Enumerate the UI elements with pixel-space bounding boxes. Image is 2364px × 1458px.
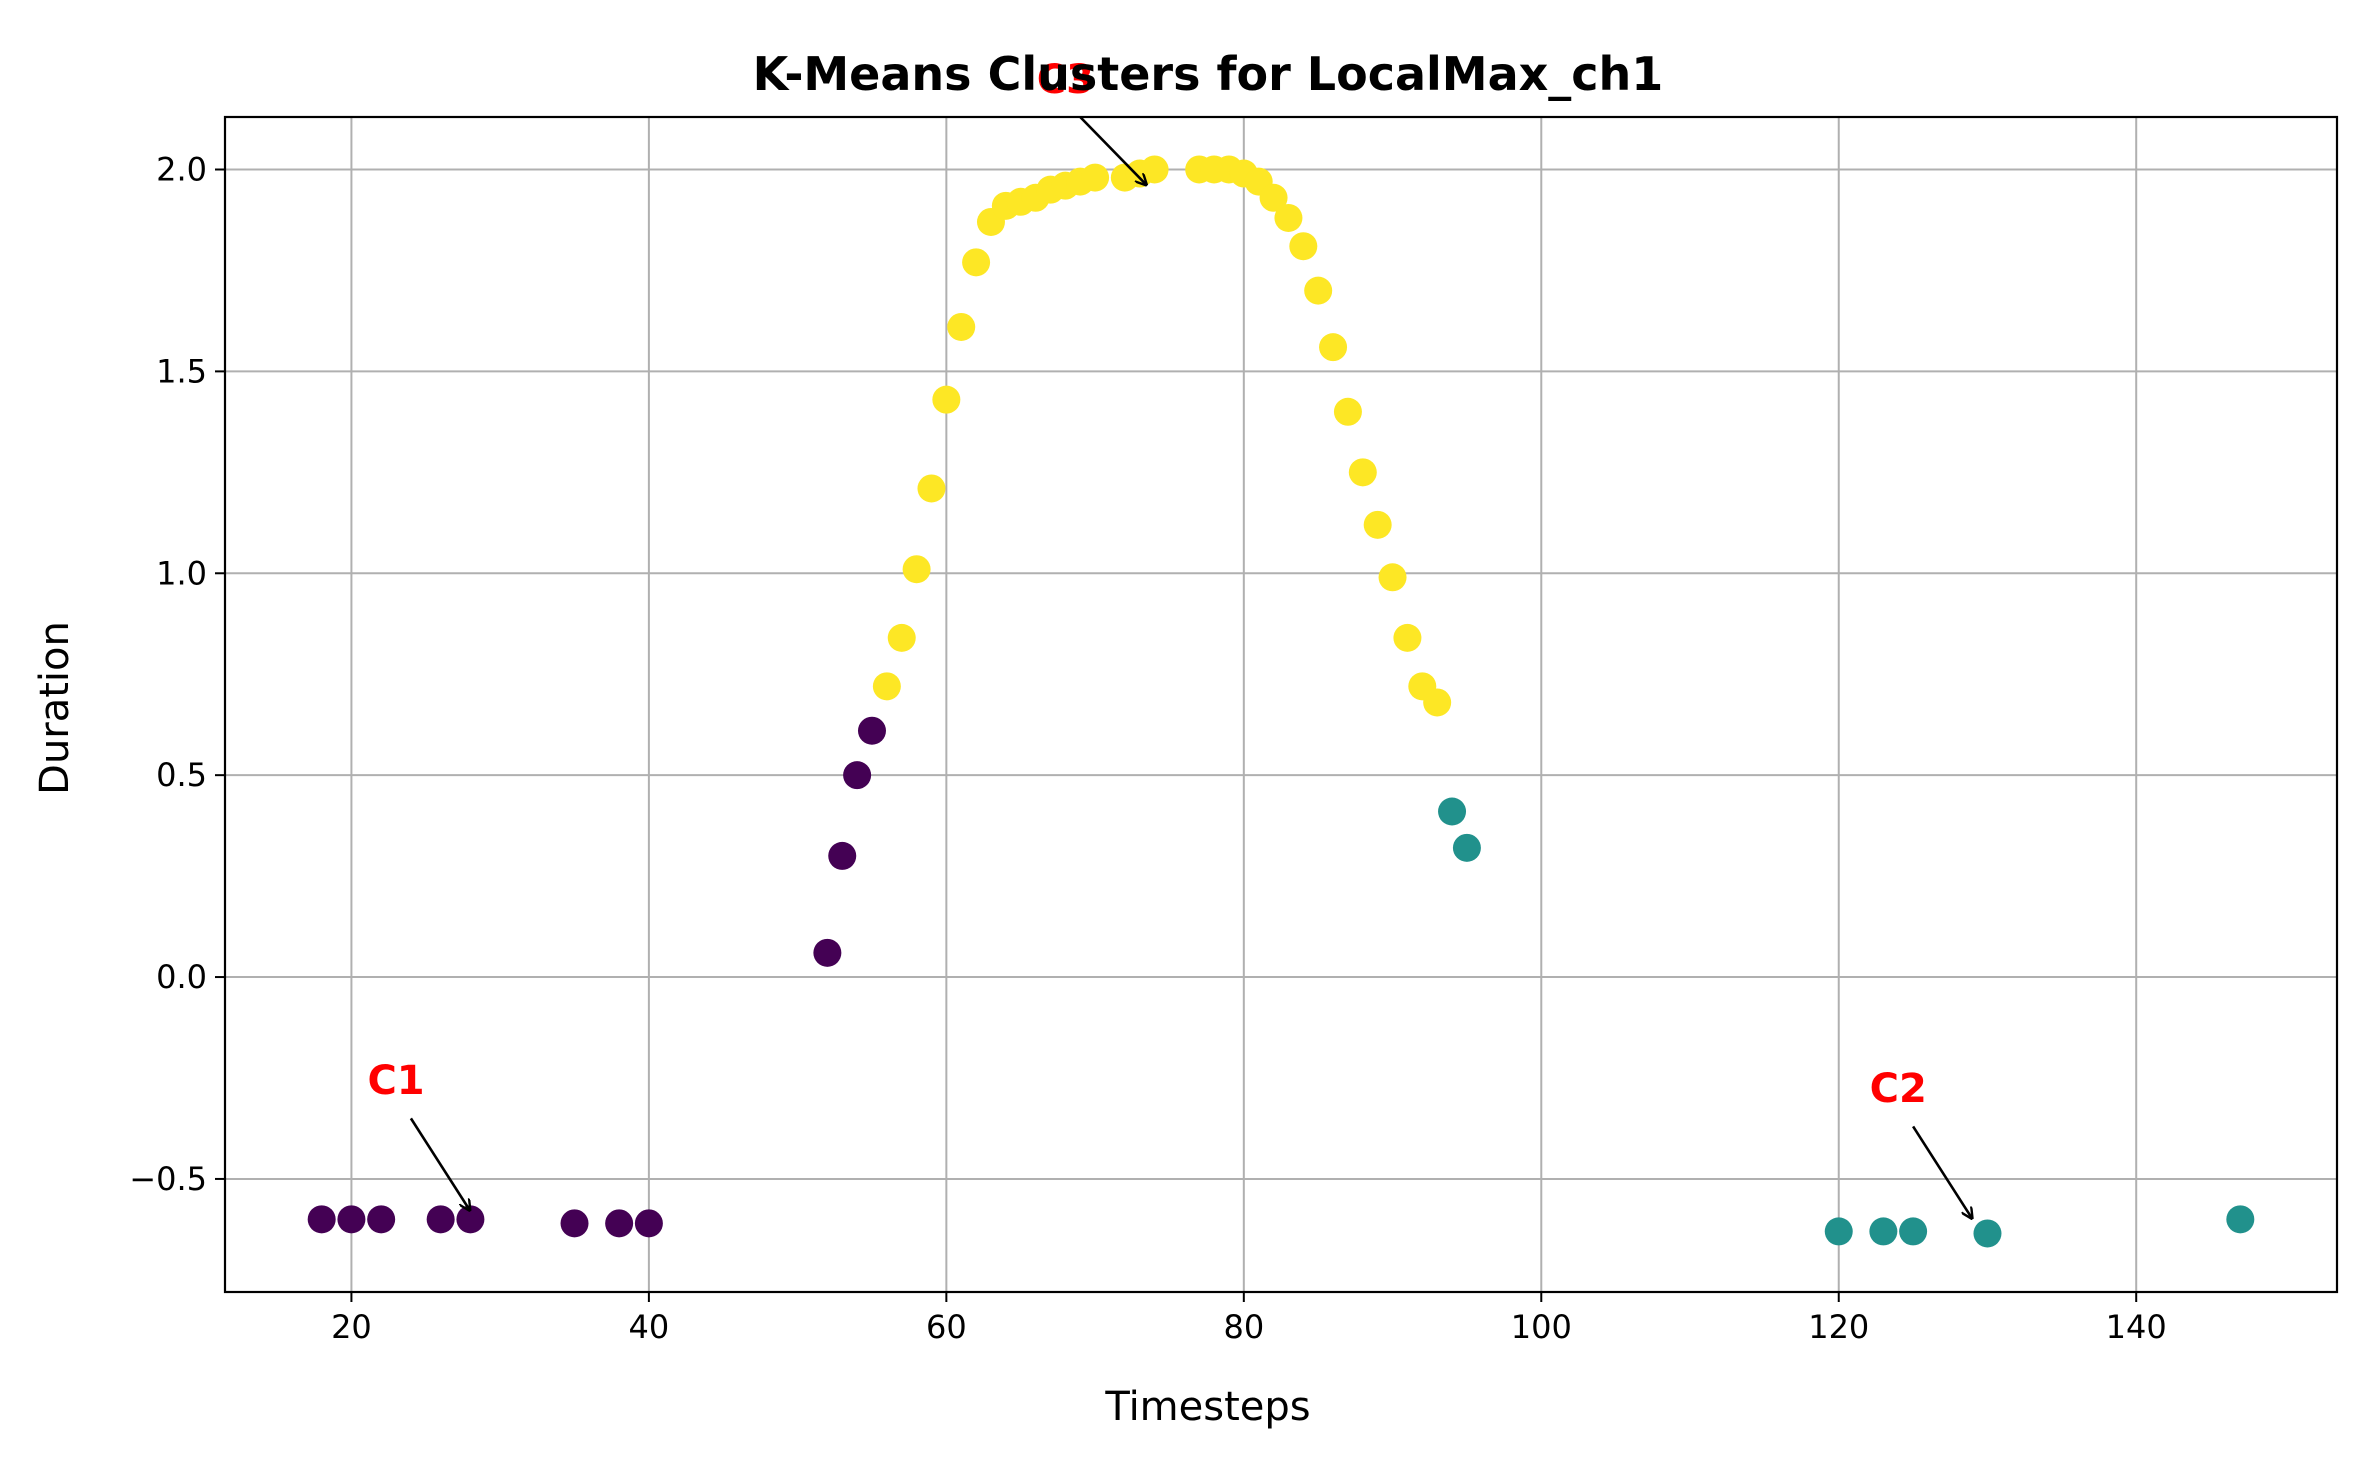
scatter-point-c2 [1869, 1217, 1898, 1246]
axis-ticks: 20 40 60 80 100 120 140 −0.5 0.0 0.5 1.0 1.5 2.0 [129, 150, 2166, 1346]
x-axis-label: Timesteps [1104, 1384, 1310, 1430]
annotation-label: C1 [367, 1058, 424, 1104]
scatter-point-c3 [1274, 203, 1303, 232]
scatter-point-c3 [917, 474, 946, 503]
scatter-point-c1 [307, 1205, 336, 1234]
scatter-point-c3 [962, 248, 991, 277]
scatter-point-c3 [887, 623, 916, 652]
scatter-point-c3 [1081, 163, 1110, 192]
scatter-point-c3 [1140, 155, 1169, 184]
y-tick-label: 1.5 [156, 352, 207, 390]
scatter-point-c3 [1319, 333, 1348, 362]
x-tick-label: 80 [1223, 1308, 1264, 1346]
scatter-point-c3 [1259, 183, 1288, 212]
y-tick-label: −0.5 [129, 1160, 207, 1198]
scatter-point-c3 [1423, 688, 1452, 717]
scatter-point-c1 [426, 1205, 455, 1234]
y-axis-label: Duration [32, 621, 78, 795]
chart-title: K-Means Clusters for LocalMax_ch1 [753, 47, 1664, 101]
scatter-point-c3 [947, 312, 976, 341]
x-tick-label: 120 [1808, 1308, 1869, 1346]
scatter-point-c1 [634, 1209, 663, 1238]
scatter-point-c3 [1333, 397, 1362, 426]
scatter-point-c3 [872, 672, 901, 701]
x-tick-label: 140 [2106, 1308, 2167, 1346]
annotations: C1 C2 C3 [367, 57, 1972, 1220]
annotation-arrow [409, 1117, 470, 1211]
annotation-arrow [1079, 116, 1147, 186]
scatter-point-c1 [813, 938, 842, 967]
scatter-point-c1 [843, 761, 872, 790]
scatter-point-c1 [337, 1205, 366, 1234]
scatter-point-c1 [560, 1209, 589, 1238]
scatter-point-c3 [1363, 510, 1392, 539]
scatter-point-c3 [1304, 276, 1333, 305]
scatter-point-c2 [2226, 1205, 2255, 1234]
scatter-point-c2 [1824, 1217, 1853, 1246]
plot-frame [223, 115, 2339, 1294]
x-tick-label: 100 [1511, 1308, 1572, 1346]
scatter-point-c2 [1452, 833, 1481, 862]
scatter-point-c1 [367, 1205, 396, 1234]
scatter-point-c1 [605, 1209, 634, 1238]
annotation-label: C2 [1870, 1066, 1927, 1112]
annotation-label: C3 [1037, 57, 1094, 103]
x-tick-label: 40 [629, 1308, 670, 1346]
scatter-point-c3 [1393, 623, 1422, 652]
scatter-point-c1 [857, 716, 886, 745]
data-points [307, 155, 2255, 1248]
scatter-point-c2 [1973, 1219, 2002, 1248]
y-tick-label: 1.0 [156, 554, 207, 592]
x-tick-label: 60 [926, 1308, 967, 1346]
y-tick-label: 0.0 [156, 958, 207, 996]
scatter-point-c3 [902, 555, 931, 584]
grid [225, 117, 2337, 1292]
scatter-point-c2 [1438, 797, 1467, 826]
scatter-point-c3 [932, 385, 961, 414]
y-tick-label: 2.0 [156, 150, 207, 188]
annotation-arrow [1912, 1125, 1972, 1219]
scatter-point-c3 [1348, 458, 1377, 487]
scatter-point-c2 [1899, 1217, 1928, 1246]
y-tick-label: 0.5 [156, 756, 207, 794]
scatter-point-c3 [1289, 232, 1318, 261]
x-tick-label: 20 [331, 1308, 372, 1346]
scatter-point-c1 [828, 841, 857, 870]
scatter-point-c3 [1378, 563, 1407, 592]
